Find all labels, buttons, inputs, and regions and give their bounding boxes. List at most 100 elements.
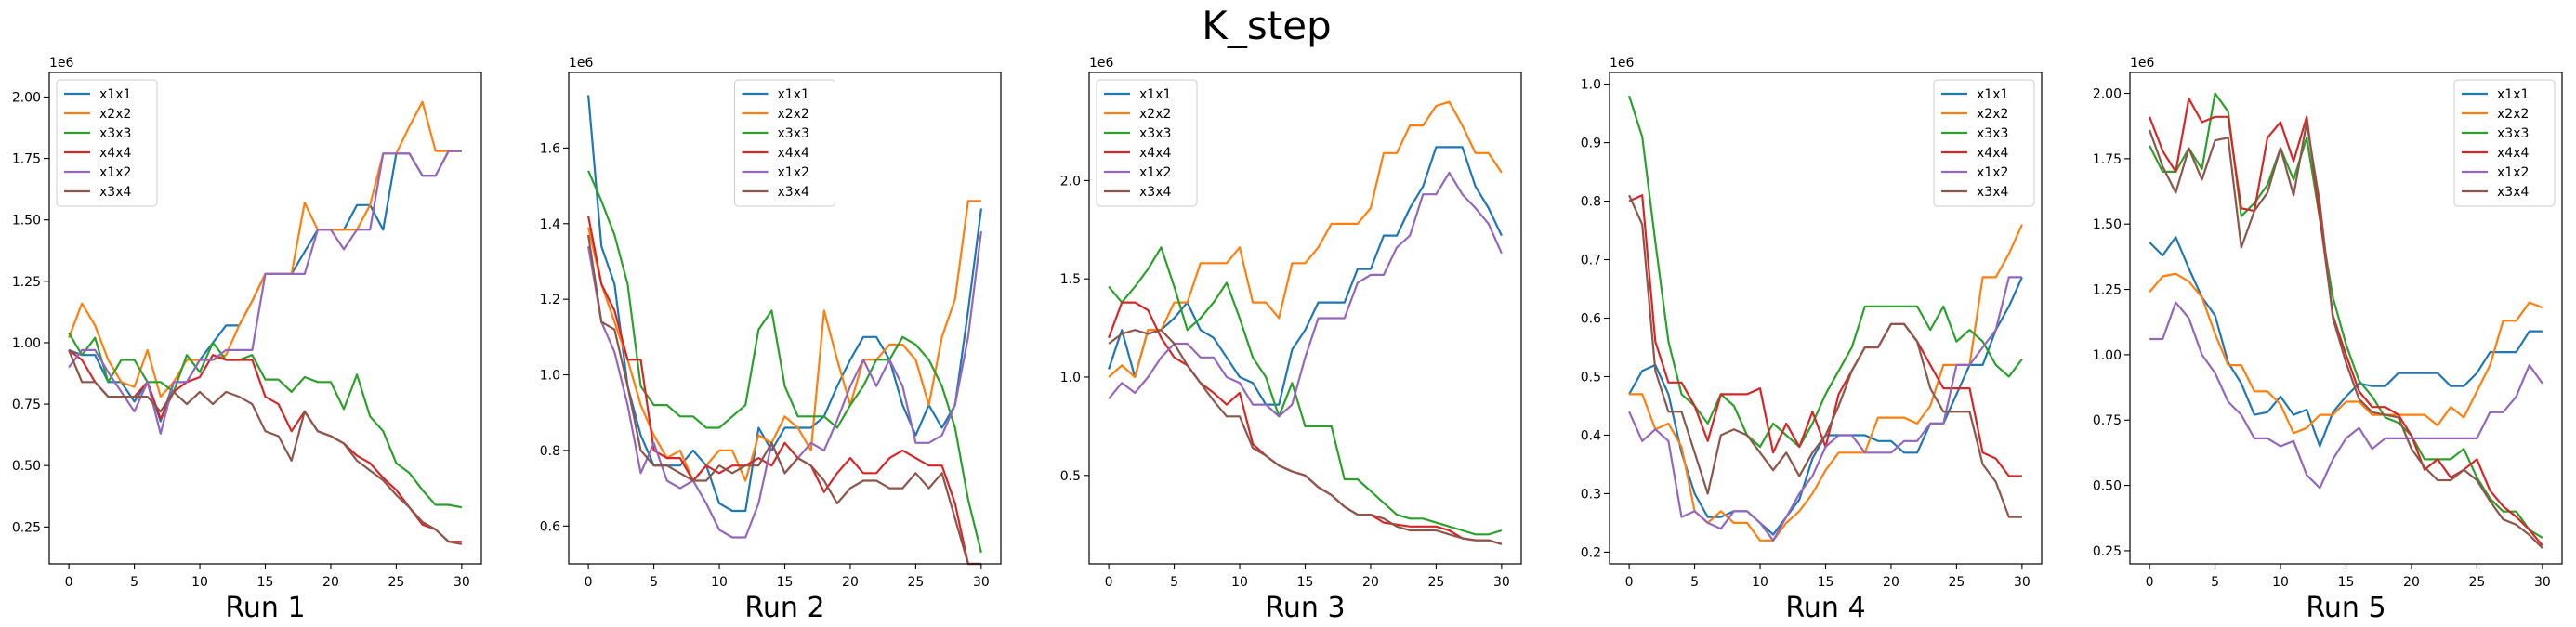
x-axis-label: Run 5: [2306, 592, 2385, 624]
legend-label-x4x4: x4x4: [99, 146, 131, 161]
y-offset-label: 1e6: [49, 56, 74, 71]
y-offset-label: 1e6: [1610, 56, 1635, 71]
legend-label-x3x3: x3x3: [1139, 126, 1171, 141]
legend-label-x3x3: x3x3: [99, 126, 131, 141]
y-tick-label: 1.25: [12, 275, 41, 290]
x-tick-label: 10: [1752, 575, 1768, 590]
legend-label-x2x2: x2x2: [99, 107, 131, 122]
x-tick-label: 25: [907, 575, 924, 590]
legend-label-x4x4: x4x4: [1977, 146, 2008, 161]
subplot-run-5: 0 5 10 15 20 25 30 0.25 0.50 0.75 1.00 1.25 1.50 1.75…: [2093, 56, 2563, 624]
series-line-x3x4: [587, 234, 981, 566]
legend-box: [2453, 79, 2556, 207]
legend-box: [1096, 79, 1198, 207]
x-tick-label: 25: [1948, 575, 1965, 590]
y-tick-label: 2.00: [12, 90, 41, 105]
x-tick-label: 20: [1883, 575, 1899, 590]
x-tick-label: 15: [777, 575, 794, 590]
series-line-x3x4: [1108, 329, 1503, 545]
subplot-run-4: 0 5 10 15 20 25 30 0.2 0.3 0.4 0.5 0.6 0.7 0.8 0.9 1.0 1…: [1581, 56, 2043, 624]
y-offset-label: 1e6: [569, 56, 594, 71]
legend-label-x1x1: x1x1: [99, 87, 131, 102]
legend-label-x4x4: x4x4: [1139, 146, 1171, 161]
y-tick-label: 0.7: [1581, 254, 1601, 268]
subplot-run-1: 0 5 10 15 20 25 30 0.25 0.50 0.75 1.00 1.25 1.50 1.75…: [12, 56, 482, 624]
series-lines: [1108, 100, 1503, 545]
legend-label-x2x2: x2x2: [1977, 107, 2008, 122]
y-tick-label: 0.6: [1581, 312, 1601, 327]
x-tick-label: 5: [2211, 575, 2219, 590]
y-tick-label: 0.75: [12, 398, 41, 412]
series-line-x3x4: [1628, 194, 2022, 518]
y-tick-label: 0.5: [1581, 370, 1601, 385]
series-line-x4x4: [2149, 97, 2543, 547]
series-line-x3x3: [2149, 92, 2543, 539]
series-line-x3x4: [68, 349, 463, 545]
series-line-x3x3: [587, 170, 982, 554]
x-tick-label: 20: [2403, 575, 2420, 590]
x-tick-label: 20: [322, 575, 339, 590]
y-tick-label: 1.25: [2093, 283, 2122, 298]
y-tick-label: 1.0: [540, 369, 560, 384]
y-tick-label: 1.75: [12, 152, 41, 167]
x-tick-label: 5: [130, 575, 138, 590]
y-tick-label: 1.00: [12, 336, 41, 351]
x-axis-label: Run 3: [1265, 592, 1345, 624]
series-line-x1x1: [2149, 236, 2543, 448]
legend-label-x3x3: x3x3: [778, 126, 809, 141]
legend: x1x1 x2x2 x3x3 x4x4 x1x2 x3x4: [56, 79, 158, 207]
x-tick-label: 30: [2534, 575, 2551, 590]
legend-label-x1x1: x1x1: [778, 87, 809, 102]
legend: x1x1 x2x2 x3x3 x4x4 x1x2 x3x4: [734, 79, 835, 207]
x-tick-label: 25: [388, 575, 404, 590]
y-tick-label: 1.0: [1581, 78, 1601, 93]
x-tick-label: 5: [650, 575, 658, 590]
legend-label-x1x2: x1x2: [1139, 165, 1171, 180]
legend-label-x4x4: x4x4: [2497, 146, 2529, 161]
x-tick-label: 25: [2468, 575, 2485, 590]
legend-label-x3x4: x3x4: [2497, 185, 2529, 200]
legend-label-x1x2: x1x2: [99, 165, 131, 180]
series-line-x3x3: [68, 332, 463, 509]
y-tick-label: 2.0: [1060, 174, 1081, 189]
x-tick-label: 15: [2338, 575, 2355, 590]
legend-box: [1933, 79, 2035, 207]
x-tick-label: 10: [191, 575, 208, 590]
x-tick-label: 0: [585, 575, 593, 590]
y-tick-label: 1.50: [2093, 217, 2122, 232]
legend-label-x1x1: x1x1: [2497, 87, 2529, 102]
legend-label-x1x2: x1x2: [778, 165, 809, 180]
y-offset-label: 1e6: [2130, 56, 2155, 71]
legend-label-x3x4: x3x4: [99, 185, 131, 200]
y-tick-label: 0.75: [2093, 413, 2122, 428]
x-tick-label: 5: [1170, 575, 1178, 590]
y-tick-label: 1.6: [540, 141, 560, 156]
legend-label-x2x2: x2x2: [1139, 107, 1171, 122]
y-tick-label: 0.9: [1581, 137, 1601, 151]
y-tick-label: 1.75: [2093, 152, 2122, 167]
y-tick-label: 1.50: [12, 214, 41, 229]
x-tick-label: 20: [1362, 575, 1379, 590]
y-tick-label: 0.2: [1581, 545, 1601, 560]
y-tick-label: 1.0: [1060, 371, 1081, 385]
x-tick-label: 0: [2146, 575, 2154, 590]
x-axis-label: Run 4: [1785, 592, 1865, 624]
x-axis-label: Run 2: [744, 592, 824, 624]
y-tick-label: 0.25: [12, 520, 41, 535]
series-lines: [587, 95, 982, 566]
legend-label-x3x3: x3x3: [2497, 126, 2529, 141]
y-tick-label: 1.4: [540, 217, 560, 232]
legend-label-x4x4: x4x4: [778, 146, 809, 161]
x-tick-label: 0: [65, 575, 73, 590]
series-line-x4x4: [587, 216, 981, 566]
series-lines: [68, 100, 463, 545]
legend-box: [56, 79, 158, 207]
y-tick-label: 0.50: [12, 459, 41, 474]
legend-label-x1x1: x1x1: [1977, 87, 2008, 102]
x-tick-label: 30: [453, 575, 470, 590]
x-tick-label: 10: [711, 575, 728, 590]
subplot-run-3: 0 5 10 15 20 25 30 0.5 1.0 1.5 2.0 1e6 Run 3 x1x1 x2x2…: [1060, 56, 1522, 624]
y-tick-label: 0.4: [1581, 428, 1601, 443]
